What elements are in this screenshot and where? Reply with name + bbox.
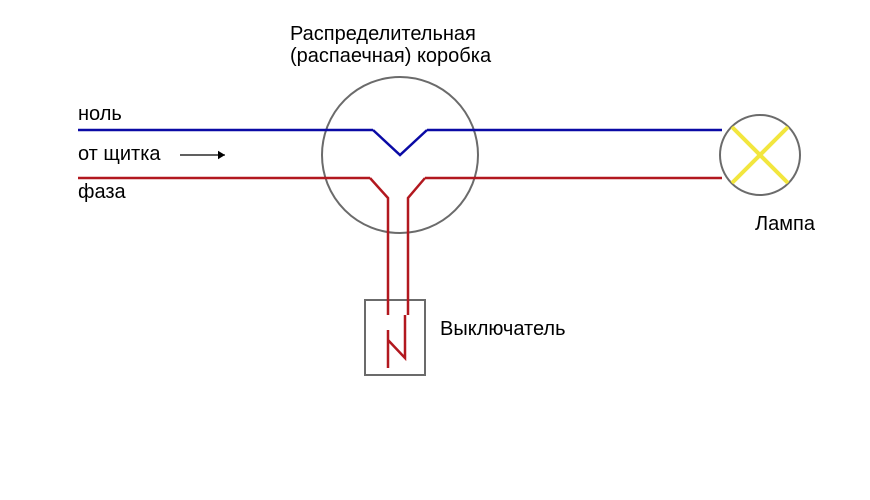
switch-contact-icon (388, 315, 405, 368)
phase-wire-from-switch (408, 178, 425, 315)
junction-box-label: (распаечная) коробка (290, 45, 492, 67)
junction-box-label: Распределительная (290, 23, 476, 45)
switch-box-icon (365, 300, 425, 375)
neutral-wire-splice (373, 130, 427, 155)
from-panel-label: от щитка (78, 143, 161, 165)
lamp-label: Лампа (755, 213, 816, 235)
wiring-diagram: Распределительная (распаечная) коробка н… (0, 0, 870, 500)
switch-label: Выключатель (440, 318, 566, 340)
phase-label: фаза (78, 181, 127, 203)
phase-wire-to-switch (370, 178, 388, 315)
arrow-icon (180, 151, 225, 159)
neutral-label: ноль (78, 103, 122, 125)
